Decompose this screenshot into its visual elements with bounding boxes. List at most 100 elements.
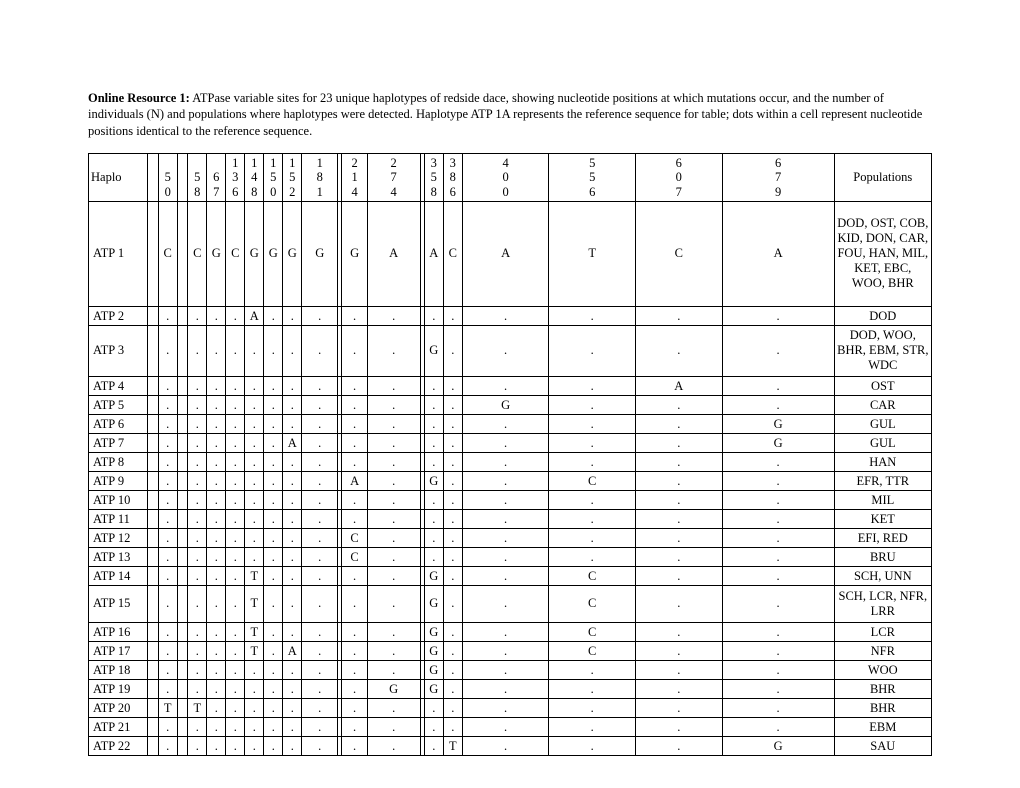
caption-title: Online Resource 1:: [88, 91, 190, 105]
nucleotide-cell: .: [264, 547, 283, 566]
nucleotide-cell: .: [283, 547, 302, 566]
nucleotide-cell: T: [443, 736, 462, 755]
nucleotide-cell: .: [636, 395, 723, 414]
gap-cell: [338, 471, 342, 490]
nucleotide-cell: .: [226, 306, 245, 325]
nucleotide-cell: .: [636, 509, 723, 528]
nucleotide-cell: .: [367, 717, 420, 736]
nucleotide-cell: .: [443, 641, 462, 660]
gap-cell: [420, 414, 424, 433]
nucleotide-cell: .: [264, 585, 283, 622]
position-header: 386: [443, 153, 462, 201]
position-header: 50: [158, 153, 177, 201]
nucleotide-cell: A: [342, 471, 367, 490]
nucleotide-cell: .: [283, 414, 302, 433]
nucleotide-cell: A: [722, 201, 834, 306]
population-cell: EFR, TTR: [834, 471, 931, 490]
nucleotide-cell: .: [443, 547, 462, 566]
nucleotide-cell: .: [158, 585, 177, 622]
nucleotide-cell: .: [367, 306, 420, 325]
nucleotide-cell: G: [367, 679, 420, 698]
nucleotide-cell: .: [158, 528, 177, 547]
nucleotide-cell: .: [549, 490, 636, 509]
gap-cell: [148, 433, 159, 452]
nucleotide-cell: .: [264, 641, 283, 660]
nucleotide-cell: .: [226, 490, 245, 509]
gap-cell: [177, 376, 188, 395]
gap-cell: [148, 490, 159, 509]
position-header: 400: [462, 153, 549, 201]
nucleotide-cell: .: [367, 566, 420, 585]
nucleotide-cell: C: [342, 547, 367, 566]
nucleotide-cell: .: [443, 698, 462, 717]
nucleotide-cell: .: [462, 414, 549, 433]
gap-cell: [148, 153, 159, 201]
nucleotide-cell: .: [443, 660, 462, 679]
haplotype-id: ATP 2: [89, 306, 148, 325]
nucleotide-cell: .: [443, 717, 462, 736]
nucleotide-cell: .: [443, 509, 462, 528]
populations-header: Populations: [834, 153, 931, 201]
nucleotide-cell: .: [722, 528, 834, 547]
nucleotide-cell: C: [443, 201, 462, 306]
nucleotide-cell: .: [367, 414, 420, 433]
population-cell: CAR: [834, 395, 931, 414]
nucleotide-cell: .: [207, 717, 226, 736]
nucleotide-cell: .: [264, 471, 283, 490]
nucleotide-cell: .: [424, 717, 443, 736]
population-cell: KET: [834, 509, 931, 528]
gap-cell: [420, 698, 424, 717]
haplotype-id: ATP 15: [89, 585, 148, 622]
nucleotide-cell: .: [226, 566, 245, 585]
nucleotide-cell: .: [462, 547, 549, 566]
nucleotide-cell: .: [342, 698, 367, 717]
nucleotide-cell: .: [342, 585, 367, 622]
position-header: 148: [245, 153, 264, 201]
nucleotide-cell: G: [424, 622, 443, 641]
gap-cell: [177, 528, 188, 547]
nucleotide-cell: .: [188, 433, 207, 452]
nucleotide-cell: .: [188, 736, 207, 755]
gap-cell: [148, 585, 159, 622]
nucleotide-cell: .: [283, 585, 302, 622]
position-header: 58: [188, 153, 207, 201]
nucleotide-cell: .: [367, 528, 420, 547]
nucleotide-cell: .: [226, 509, 245, 528]
nucleotide-cell: .: [636, 325, 723, 376]
nucleotide-cell: .: [342, 509, 367, 528]
nucleotide-cell: .: [158, 395, 177, 414]
haplo-header: Haplo: [89, 153, 148, 201]
haplotype-id: ATP 22: [89, 736, 148, 755]
nucleotide-cell: .: [207, 452, 226, 471]
nucleotide-cell: .: [424, 452, 443, 471]
gap-cell: [177, 622, 188, 641]
nucleotide-cell: .: [367, 698, 420, 717]
nucleotide-cell: .: [188, 395, 207, 414]
nucleotide-cell: .: [462, 660, 549, 679]
nucleotide-cell: .: [367, 585, 420, 622]
nucleotide-cell: .: [549, 717, 636, 736]
gap-cell: [420, 622, 424, 641]
nucleotide-cell: .: [302, 471, 338, 490]
haplotype-id: ATP 17: [89, 641, 148, 660]
nucleotide-cell: G: [462, 395, 549, 414]
nucleotide-cell: .: [207, 471, 226, 490]
nucleotide-cell: .: [424, 528, 443, 547]
gap-cell: [338, 622, 342, 641]
nucleotide-cell: .: [342, 306, 367, 325]
nucleotide-cell: G: [722, 736, 834, 755]
nucleotide-cell: G: [722, 414, 834, 433]
nucleotide-cell: .: [158, 325, 177, 376]
nucleotide-cell: .: [283, 566, 302, 585]
nucleotide-cell: .: [722, 698, 834, 717]
gap-cell: [148, 376, 159, 395]
nucleotide-cell: .: [342, 641, 367, 660]
gap-cell: [177, 433, 188, 452]
nucleotide-cell: .: [158, 566, 177, 585]
gap-cell: [338, 679, 342, 698]
nucleotide-cell: .: [367, 325, 420, 376]
nucleotide-cell: .: [158, 376, 177, 395]
gap-cell: [338, 509, 342, 528]
nucleotide-cell: .: [462, 325, 549, 376]
nucleotide-cell: C: [636, 201, 723, 306]
